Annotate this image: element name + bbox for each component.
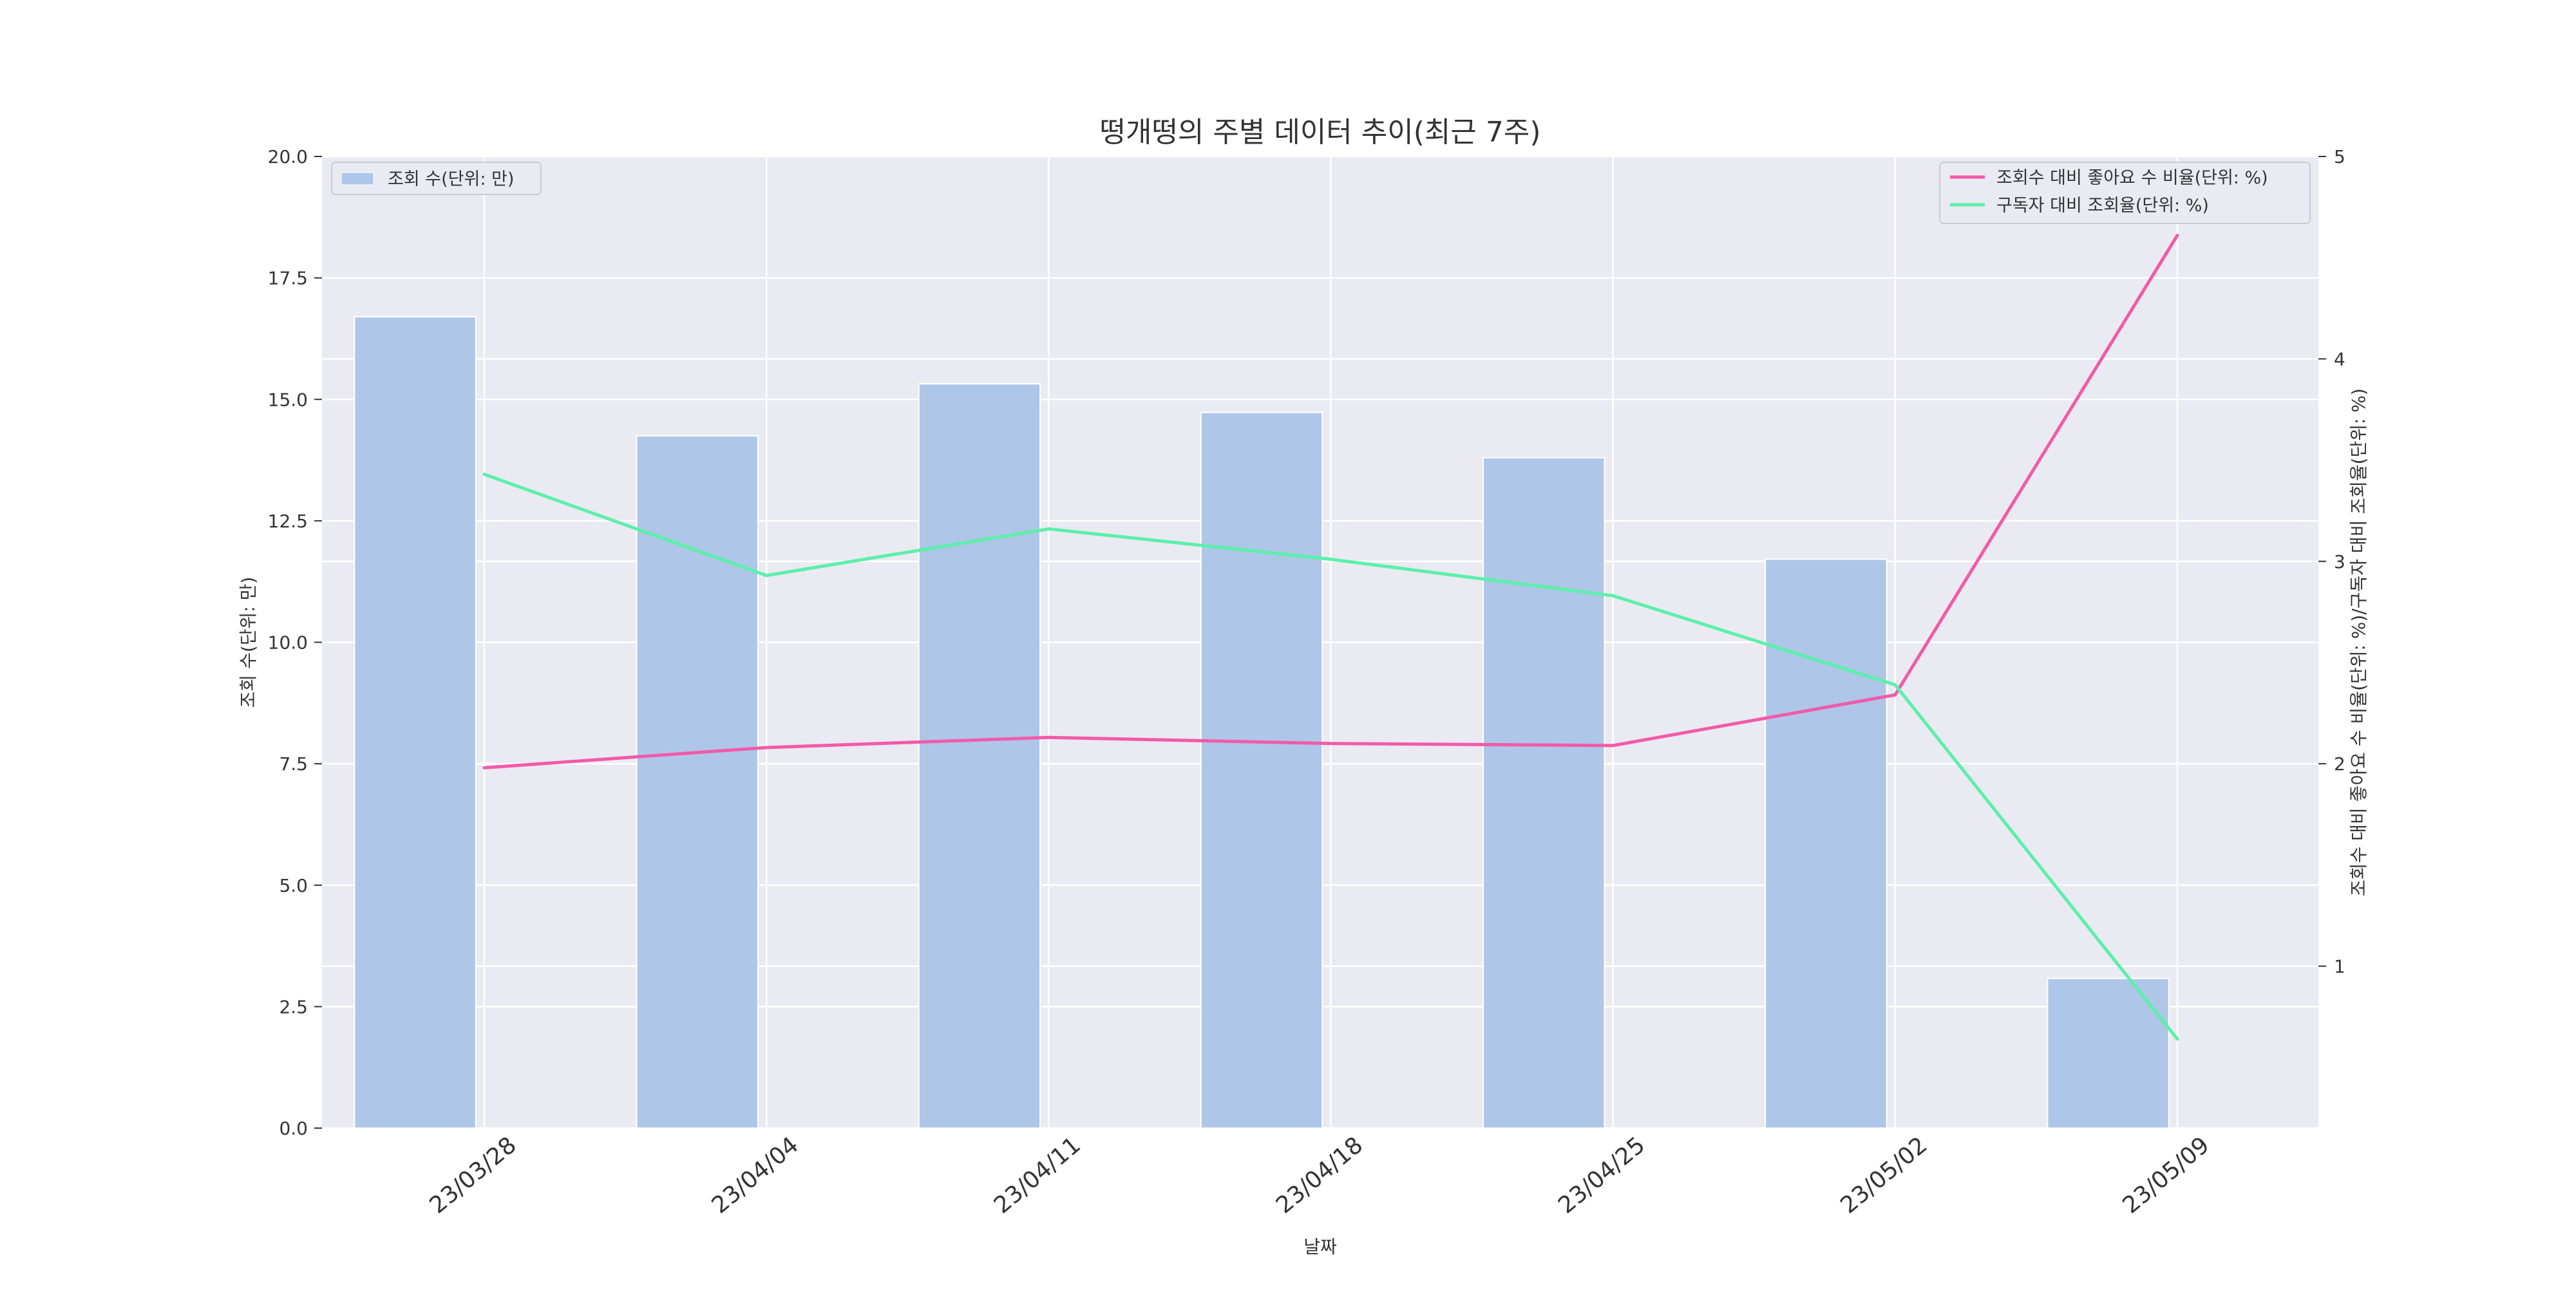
bar-views-23/04/18 <box>1201 413 1322 1128</box>
bar-views-23/04/04 <box>637 436 758 1128</box>
y-right-tick-label: 4 <box>2334 348 2345 370</box>
y-right-tick-label: 5 <box>2334 146 2345 167</box>
legend-left: 조회 수(단위: 만) <box>332 162 541 194</box>
legend-bar-swatch <box>341 173 374 185</box>
y-left-tick-label: 17.5 <box>268 268 308 289</box>
y-right-tick-label: 1 <box>2334 956 2345 977</box>
y-left-tick-label: 20.0 <box>268 146 308 167</box>
y-left-tick-label: 7.5 <box>279 753 308 775</box>
x-tick-label: 23/05/02 <box>1835 1132 1932 1219</box>
bar-views-23/04/11 <box>919 384 1040 1128</box>
y-left-tick-label: 10.0 <box>268 632 308 654</box>
bar-views-23/05/09 <box>2047 979 2168 1128</box>
y-right-tick-label: 2 <box>2334 753 2345 775</box>
x-tick-label: 23/04/25 <box>1553 1132 1650 1219</box>
bar-views-23/03/28 <box>354 317 475 1128</box>
y-left-tick-label: 2.5 <box>279 996 308 1017</box>
legend-right: 조회수 대비 좋아요 수 비율(단위: %) 구독자 대비 조회율(단위: %) <box>1940 162 2310 223</box>
x-tick-label: 23/04/18 <box>1271 1132 1368 1219</box>
y-axis-left-label: 조회 수(단위: 만) <box>238 577 259 708</box>
y-left-tick-label: 0.0 <box>279 1118 308 1139</box>
bar-views-23/05/02 <box>1765 559 1886 1128</box>
x-tick-label: 23/04/04 <box>707 1132 804 1219</box>
bar-views-23/04/25 <box>1483 458 1604 1128</box>
y-left-tick-label: 12.5 <box>268 511 308 532</box>
y-right-tick-label: 3 <box>2334 551 2345 572</box>
x-axis-label: 날짜 <box>1303 1236 1337 1258</box>
chart-title: 떵개떵의 주별 데이터 추이(최근 7주) <box>1100 116 1541 149</box>
y-left-tick-label: 5.0 <box>279 875 308 896</box>
legend-views-label: 조회 수(단위: 만) <box>388 169 514 189</box>
x-tick-label: 23/05/09 <box>2117 1132 2214 1219</box>
x-tick-label: 23/04/11 <box>989 1132 1086 1219</box>
y-left-tick-label: 15.0 <box>268 389 308 410</box>
legend-view-rate-label: 구독자 대비 조회율(단위: %) <box>1996 196 2209 216</box>
legend-like-ratio-label: 조회수 대비 좋아요 수 비율(단위: %) <box>1996 168 2268 188</box>
y-axis-right-label: 조회수 대비 좋아요 수 비율(단위: %)/구독자 대비 조회율(단위: %) <box>2348 388 2369 896</box>
x-tick-label: 23/03/28 <box>424 1132 521 1219</box>
